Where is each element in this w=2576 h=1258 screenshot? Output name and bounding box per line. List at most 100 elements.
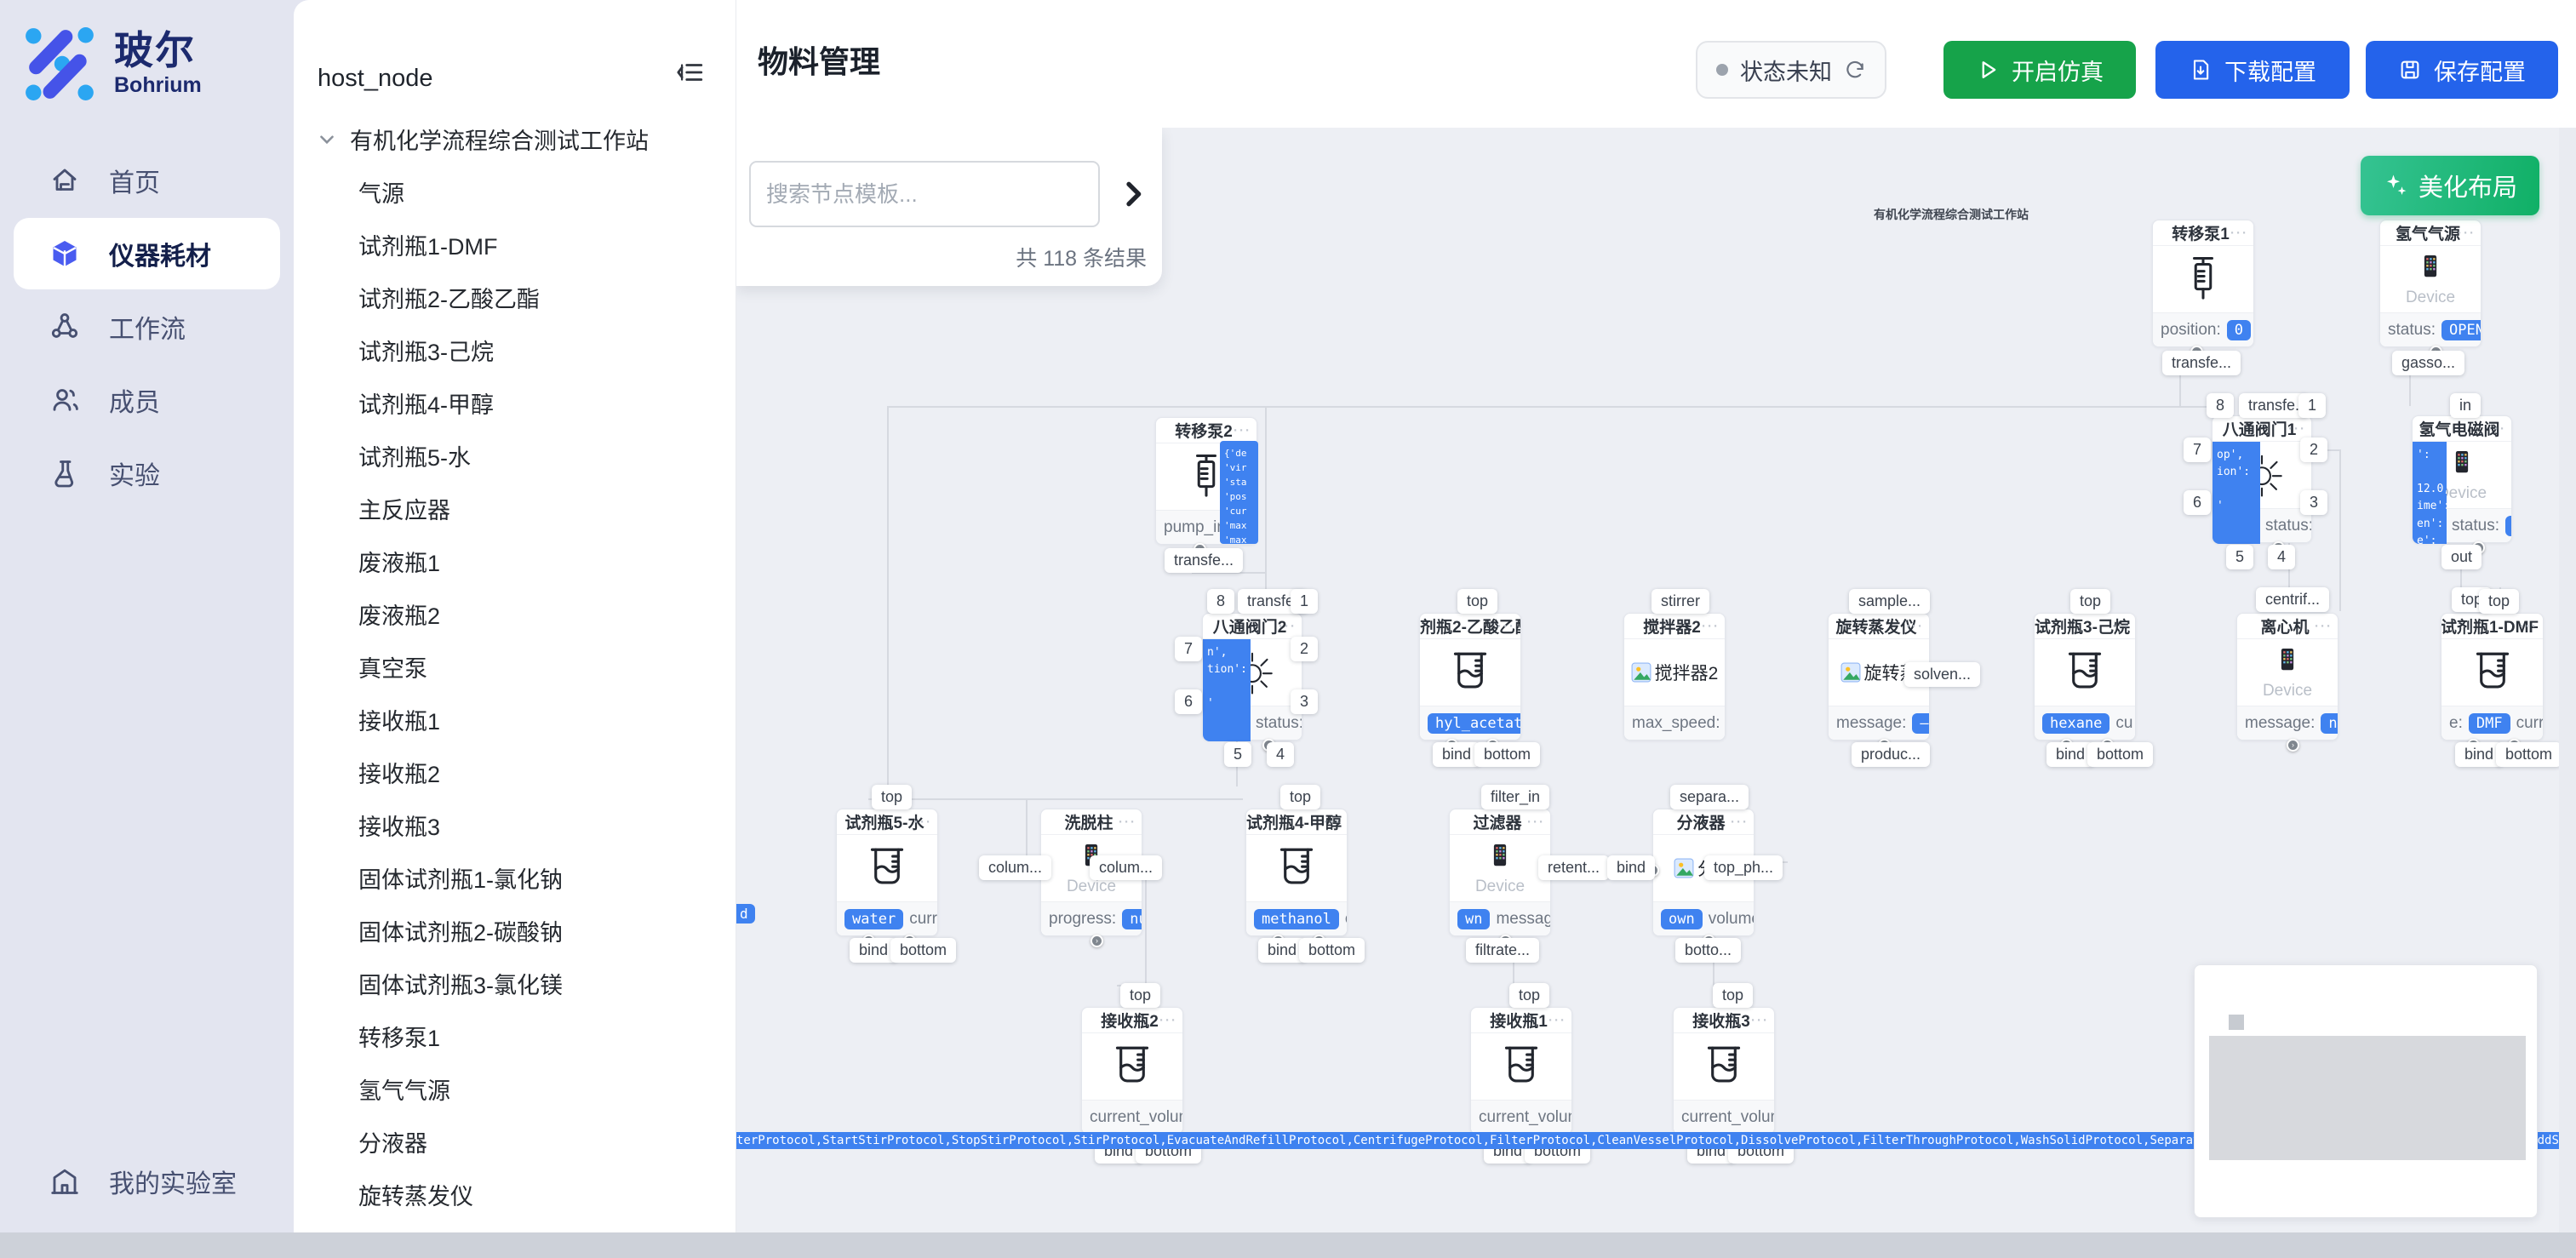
port-chip[interactable]: sample... <box>1849 589 1931 614</box>
port-chip[interactable]: top <box>1280 785 1321 809</box>
node-menu-icon[interactable]: ··· <box>2520 619 2538 633</box>
tree-item[interactable]: 固体试剂瓶2-碳酸钠 <box>358 920 564 946</box>
tree-item[interactable]: 试剂瓶2-乙酸乙酯 <box>358 287 541 312</box>
search-submit-button[interactable] <box>1116 177 1150 211</box>
sidebar-item-home[interactable]: 首页 <box>14 145 280 216</box>
tree-item[interactable]: 试剂瓶4-甲醇 <box>358 392 495 418</box>
node-eight-way-valve-1[interactable]: 八通阀门1···status:Idop', ion': '› <box>2212 415 2312 554</box>
node-menu-icon[interactable]: ··· <box>2488 421 2506 436</box>
node-reagent-bottle-2[interactable]: 试剂瓶2-乙酸乙酯···hyl_acetatecurre›› <box>1419 613 1521 752</box>
node-receiver-bottle-1[interactable]: 接收瓶1···current_volume:0›› <box>1470 1007 1572 1146</box>
node-stirrer-2[interactable]: 搅拌器2··· 搅拌器2 max_speed:2000 <box>1623 613 1726 741</box>
port-chip[interactable]: top_ph... <box>1704 855 1783 880</box>
tree-item[interactable]: 接收瓶2 <box>358 762 441 787</box>
protocol-bar[interactable]: terProtocol,StartStirProtocol,StopStirPr… <box>736 1132 2576 1149</box>
port-chip[interactable]: in <box>2450 393 2482 418</box>
port-chip[interactable]: transfe... <box>1165 548 1244 573</box>
port-chip[interactable]: 7 <box>1175 637 1203 661</box>
node-menu-icon[interactable]: ··· <box>2315 619 2333 633</box>
port-chip[interactable]: gasso... <box>2392 351 2465 375</box>
search-input[interactable] <box>749 161 1100 227</box>
node-menu-icon[interactable]: ··· <box>2230 226 2248 240</box>
tree-item[interactable]: 分液器 <box>358 1131 427 1157</box>
node-hydrogen-solenoid-valve[interactable]: 氢气电磁阀···Device status: nul ': 12.0, ime': e… <box>2412 415 2512 554</box>
node-menu-icon[interactable]: ··· <box>2112 619 2130 633</box>
port-chip[interactable]: bind <box>2046 742 2095 767</box>
port-handle[interactable]: › <box>2287 739 2299 752</box>
port-chip[interactable]: botto... <box>1675 938 1742 963</box>
sidebar-item-members[interactable]: 成员 <box>14 364 280 436</box>
tree-item[interactable]: 气源 <box>358 181 404 207</box>
port-chip[interactable]: 7 <box>2184 437 2212 462</box>
sidebar-item-workflow[interactable]: 工作流 <box>14 291 280 363</box>
node-menu-icon[interactable]: ··· <box>1527 815 1545 829</box>
node-menu-icon[interactable]: ··· <box>2458 226 2476 240</box>
port-chip[interactable]: colum... <box>1090 855 1163 880</box>
beautify-layout-button[interactable]: 美化布局 <box>2361 156 2539 215</box>
sidebar-item-my-lab[interactable]: 我的实验室 <box>14 1146 280 1217</box>
port-chip[interactable]: 1 <box>1291 589 1319 614</box>
port-chip[interactable]: bind <box>2455 742 2504 767</box>
tree-item[interactable]: 主反应器 <box>358 498 450 523</box>
port-chip[interactable]: top <box>1713 983 1754 1008</box>
tree-item[interactable]: 试剂瓶5-水 <box>358 445 472 471</box>
port-chip[interactable]: 5 <box>1224 742 1252 767</box>
sidebar-item-experiment[interactable]: 实验 <box>14 437 280 509</box>
port-chip[interactable]: separa... <box>1670 785 1749 809</box>
node-menu-icon[interactable]: ··· <box>1234 423 1251 437</box>
node-reagent-bottle-4[interactable]: 试剂瓶4-甲醇···methanolcurrent_›› <box>1245 809 1348 947</box>
tree-item[interactable]: 试剂瓶1-DMF <box>358 234 498 260</box>
node-menu-icon[interactable]: ··· <box>1702 619 1720 633</box>
port-chip[interactable]: retent... <box>1538 855 1610 880</box>
port-chip[interactable]: bottom <box>1299 938 1365 963</box>
node-menu-icon[interactable]: ··· <box>1497 619 1515 633</box>
port-chip[interactable]: 3 <box>2300 490 2328 515</box>
flow-canvas[interactable]: 有机化学流程综合测试工作站 美化布局 terProtocol,StartStir… <box>736 128 2576 1258</box>
tree-item[interactable]: 试剂瓶3-己烷 <box>358 340 495 365</box>
port-chip[interactable]: 2 <box>2300 437 2328 462</box>
port-chip[interactable]: top <box>1509 983 1550 1008</box>
port-chip[interactable]: filter_in <box>1481 785 1550 809</box>
port-chip[interactable]: colum... <box>979 855 1052 880</box>
tree-item[interactable]: 固体试剂瓶3-氯化镁 <box>358 973 564 998</box>
port-chip[interactable]: 8 <box>2207 393 2235 418</box>
port-chip[interactable]: bind <box>1258 938 1307 963</box>
port-chip[interactable]: centrif... <box>2256 587 2330 612</box>
start-simulation-button[interactable]: 开启仿真 <box>1943 41 2136 99</box>
port-chip[interactable]: bind <box>1433 742 1481 767</box>
refresh-icon[interactable] <box>1844 59 1866 81</box>
port-chip[interactable]: 6 <box>1175 689 1203 714</box>
port-chip[interactable]: top <box>2070 589 2111 614</box>
port-chip[interactable]: top <box>872 785 913 809</box>
sidebar-item-instruments[interactable]: 仪器耗材 <box>14 218 280 289</box>
tree-item[interactable]: 废液瓶2 <box>358 603 441 629</box>
tree-item[interactable]: 氢气气源 <box>358 1078 450 1104</box>
vertical-scrollbar[interactable] <box>2559 128 2576 1258</box>
port-chip[interactable]: bottom <box>1474 742 1541 767</box>
port-chip[interactable]: bind <box>850 938 898 963</box>
node-menu-icon[interactable]: ··· <box>1324 815 1342 829</box>
node-menu-icon[interactable]: ··· <box>1751 1013 1769 1027</box>
port-chip[interactable]: 2 <box>1291 637 1319 661</box>
node-reagent-bottle-5[interactable]: 试剂瓶5-水···watercurrent_v›› <box>836 809 938 947</box>
tree-item[interactable]: 真空泵 <box>358 656 427 682</box>
tree-item[interactable]: 转移泵1 <box>358 1026 441 1051</box>
tree-item[interactable]: 废液瓶1 <box>358 551 441 576</box>
node-transfer-pump-2[interactable]: 转移泵2 ··· pump_info: {'de 'vir 'sta 'pos 'cu… <box>1155 417 1258 556</box>
node-menu-icon[interactable]: ··· <box>1906 619 1924 633</box>
port-chip[interactable]: 4 <box>2268 545 2296 569</box>
node-receiver-bottle-2[interactable]: 接收瓶2···current_volume:0›› <box>1081 1007 1183 1146</box>
port-chip[interactable]: bottom <box>2087 742 2154 767</box>
port-chip[interactable]: 5 <box>2226 545 2254 569</box>
port-chip[interactable]: 8 <box>1207 589 1235 614</box>
port-handle[interactable]: › <box>1091 935 1103 947</box>
node-receiver-bottle-3[interactable]: 接收瓶3···current_volume:0›› <box>1673 1007 1775 1146</box>
port-chip[interactable]: bottom <box>890 938 957 963</box>
minimap-viewport[interactable] <box>2209 1036 2526 1160</box>
port-chip[interactable]: bind <box>1607 855 1656 880</box>
port-chip[interactable]: transfe. <box>2239 393 2310 418</box>
node-menu-icon[interactable]: ··· <box>1279 619 1297 633</box>
